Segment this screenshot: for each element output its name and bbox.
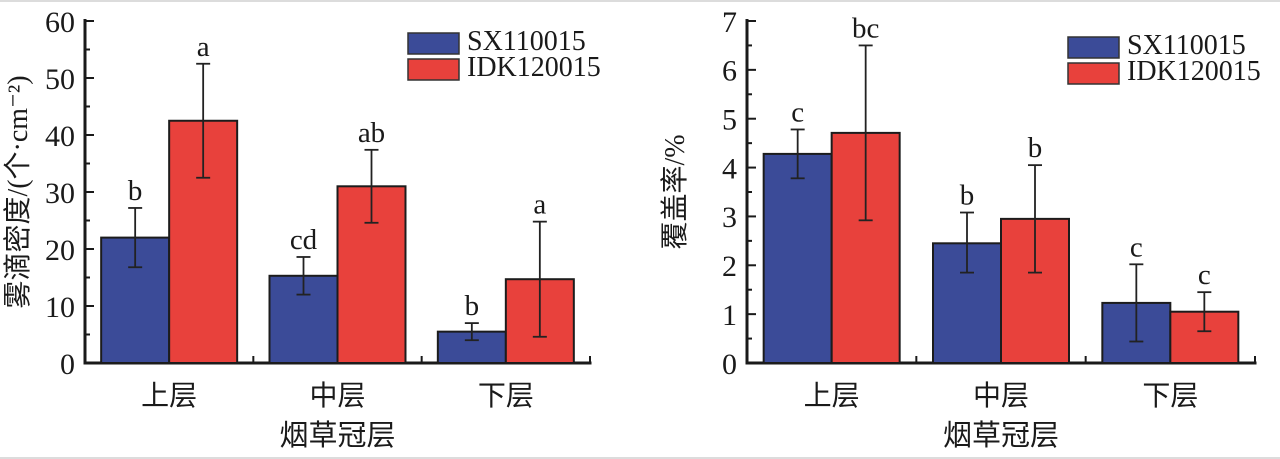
category-label: 下层	[478, 381, 534, 412]
significance-letter: c	[1198, 259, 1211, 291]
legend-label: SX110015	[467, 26, 586, 57]
category-label: 上层	[804, 381, 860, 412]
significance-letter: b	[128, 175, 143, 207]
y-tick-label: 3	[722, 201, 737, 234]
y-tick-label: 50	[45, 63, 75, 96]
bottom-border-line	[0, 457, 1280, 459]
y-tick-label: 60	[45, 6, 75, 39]
y-tick-label: 7	[722, 6, 737, 39]
significance-letter: b	[1028, 132, 1043, 164]
x-axis-title: 烟草冠层	[943, 419, 1059, 452]
top-border-line	[0, 0, 1280, 2]
bar-SX110015	[762, 152, 833, 364]
y-axis-title: 雾滴密度/(个·cm⁻²)	[2, 75, 34, 308]
x-axis-title: 烟草冠层	[279, 419, 395, 452]
legend-label: IDK120015	[467, 52, 601, 83]
legend-label: SX110015	[1127, 30, 1246, 61]
bar-SX110015	[100, 236, 171, 365]
category-label: 中层	[309, 380, 365, 412]
significance-letter: bc	[852, 12, 879, 44]
y-tick-label: 2	[722, 250, 737, 283]
legend-label: IDK120015	[1127, 56, 1261, 87]
category-label: 上层	[141, 381, 197, 412]
legend-swatch-IDK120015	[407, 58, 460, 81]
significance-letter: c	[1130, 231, 1143, 263]
legend-swatch-SX110015	[407, 32, 460, 55]
significance-letter: b	[465, 290, 480, 322]
category-label: 中层	[973, 380, 1029, 412]
y-tick-label: 30	[45, 177, 75, 210]
significance-letter: c	[791, 96, 804, 128]
y-tick-label: 6	[722, 55, 737, 88]
y-tick-label: 0	[60, 348, 75, 381]
significance-letter: b	[960, 180, 975, 212]
category-label: 下层	[1142, 381, 1198, 412]
y-tick-label: 20	[45, 234, 75, 267]
y-tick-label: 4	[722, 152, 737, 185]
legend-swatch-SX110015	[1067, 36, 1120, 59]
y-tick-label: 0	[722, 348, 737, 381]
y-tick-label: 10	[45, 291, 75, 324]
significance-letter: a	[197, 31, 210, 63]
legend-swatch-IDK120015	[1067, 62, 1120, 85]
y-axis-title: 覆盖率/%	[659, 134, 691, 249]
y-tick-label: 5	[722, 104, 737, 137]
significance-letter: ab	[358, 117, 385, 149]
y-tick-label: 40	[45, 120, 75, 153]
significance-letter: a	[533, 189, 546, 221]
y-tick-label: 1	[722, 299, 737, 332]
significance-letter: cd	[290, 224, 318, 256]
